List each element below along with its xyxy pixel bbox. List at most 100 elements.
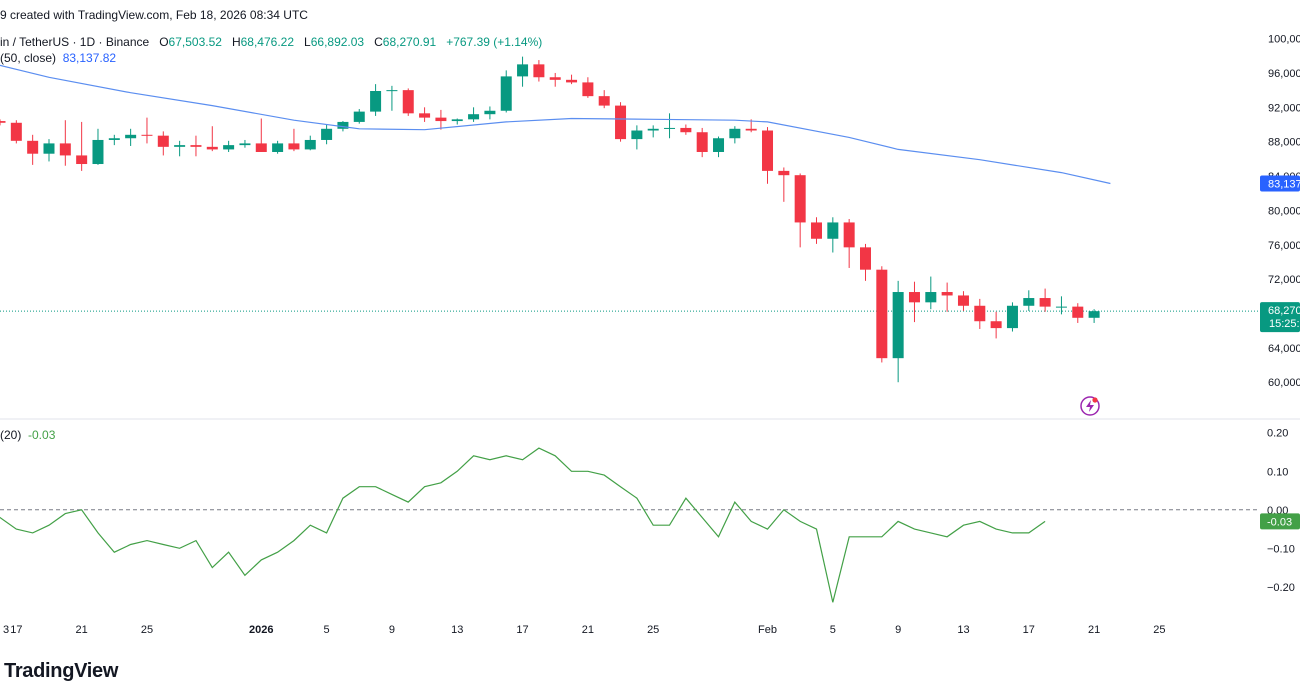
candle-body <box>10 122 22 141</box>
candle <box>27 134 39 165</box>
ohlc-legend[interactable]: in / TetherUS · 1D · Binance O67,503.52 … <box>0 35 542 49</box>
candle-body <box>647 128 659 131</box>
candle <box>925 276 937 310</box>
time-tick-label: 3 <box>3 624 9 636</box>
candle <box>811 217 822 244</box>
candle <box>108 134 120 146</box>
candle-body <box>500 76 512 111</box>
candle-body <box>729 128 741 139</box>
candle <box>190 135 202 157</box>
time-tick-label: 21 <box>76 624 88 636</box>
last-price-tag: 68,270 15:25: <box>1260 302 1300 333</box>
candle-body <box>288 143 300 150</box>
candle <box>778 167 790 202</box>
countdown-tag-text: 15:25: <box>1269 318 1300 330</box>
candle <box>321 124 333 145</box>
candle <box>680 124 692 135</box>
candle <box>239 139 251 148</box>
time-axis[interactable]: 3 17 21 25 2026 5 9 13 17 21 25 Feb 5 9 13 17 21 25 <box>3 624 1166 636</box>
candle-body <box>272 143 284 152</box>
candle <box>370 84 382 116</box>
candle <box>892 280 904 383</box>
candle-body <box>713 138 725 152</box>
candle <box>125 128 137 146</box>
time-tick-label: Feb <box>758 624 777 636</box>
price-tick-label: 60,000 <box>1268 377 1300 389</box>
candle-body <box>468 114 480 120</box>
price-axis[interactable]: 60,00064,00068,00072,00076,00080,00084,0… <box>1268 34 1300 390</box>
candle <box>1072 303 1084 323</box>
candle-body <box>255 143 267 152</box>
candle <box>386 85 398 111</box>
candle <box>974 298 986 329</box>
ma-price-tag-text: 83,137 <box>1268 178 1300 190</box>
candle-body <box>925 292 937 303</box>
osc-legend[interactable]: (20) -0.03 <box>0 428 55 442</box>
candle-body <box>190 145 202 147</box>
tradingview-logo[interactable]: TradingView <box>4 660 119 682</box>
osc-axis[interactable]: 0.200.100.00−0.10−0.20 <box>1267 428 1295 594</box>
candle-body <box>680 127 692 133</box>
candle-body <box>876 269 888 359</box>
candle-body <box>386 90 398 92</box>
candle <box>1055 296 1067 315</box>
candle <box>1023 290 1035 311</box>
candle-body <box>533 64 545 78</box>
candle <box>664 113 676 139</box>
candle <box>941 282 953 312</box>
candle-body <box>517 64 529 77</box>
candle-body <box>419 113 431 118</box>
candle-body <box>484 110 496 115</box>
candle <box>794 173 806 248</box>
candle-body <box>402 90 414 114</box>
candle-body <box>321 128 333 140</box>
time-tick-label: 2026 <box>249 624 273 636</box>
candle-body <box>239 143 251 146</box>
osc-legend-label: (20) <box>0 428 22 442</box>
candle <box>729 126 741 144</box>
candle-body <box>859 247 871 270</box>
candle-body <box>566 79 578 83</box>
lightning-icon[interactable] <box>1080 396 1100 416</box>
candle-body <box>745 128 757 131</box>
candle-body <box>1088 311 1100 318</box>
time-tick-label: 17 <box>10 624 22 636</box>
close-label: C <box>374 35 383 49</box>
candle <box>1006 302 1018 332</box>
candle-body <box>27 140 39 154</box>
candle-body <box>664 127 676 129</box>
candle-body <box>1023 298 1035 306</box>
candle-body <box>615 105 627 140</box>
price-tick-label: 100,000 <box>1268 34 1300 46</box>
candle <box>206 126 218 152</box>
candle-body <box>582 82 594 97</box>
close-value: 68,270.91 <box>382 35 437 49</box>
candle-body <box>304 139 316 150</box>
candle <box>859 243 871 281</box>
oscillator-line <box>0 447 1046 603</box>
candle-body <box>353 111 365 122</box>
candle <box>10 120 22 144</box>
candle <box>696 127 708 158</box>
candle-body <box>1072 306 1084 318</box>
osc-tick-label: −0.10 <box>1267 543 1295 555</box>
candle <box>647 125 659 138</box>
candle-body <box>631 130 643 140</box>
time-tick-label: 21 <box>1088 624 1100 636</box>
candle-body <box>778 170 790 176</box>
candle-body <box>811 222 822 239</box>
created-caption: 9 created with TradingView.com, Feb 18, … <box>0 8 308 22</box>
candle-body <box>108 138 120 140</box>
candle <box>517 56 529 87</box>
open-label: O <box>159 35 169 49</box>
ma-legend-label: (50, close) <box>0 51 57 65</box>
symbol-title[interactable]: in / TetherUS · 1D · Binance <box>0 35 150 49</box>
candle-body <box>59 143 71 156</box>
candle <box>957 291 969 311</box>
ma-legend[interactable]: (50, close) 83,137.82 <box>0 51 116 65</box>
candle <box>419 107 431 122</box>
candle <box>484 106 496 120</box>
time-tick-label: 5 <box>324 624 330 636</box>
candle <box>255 118 267 152</box>
